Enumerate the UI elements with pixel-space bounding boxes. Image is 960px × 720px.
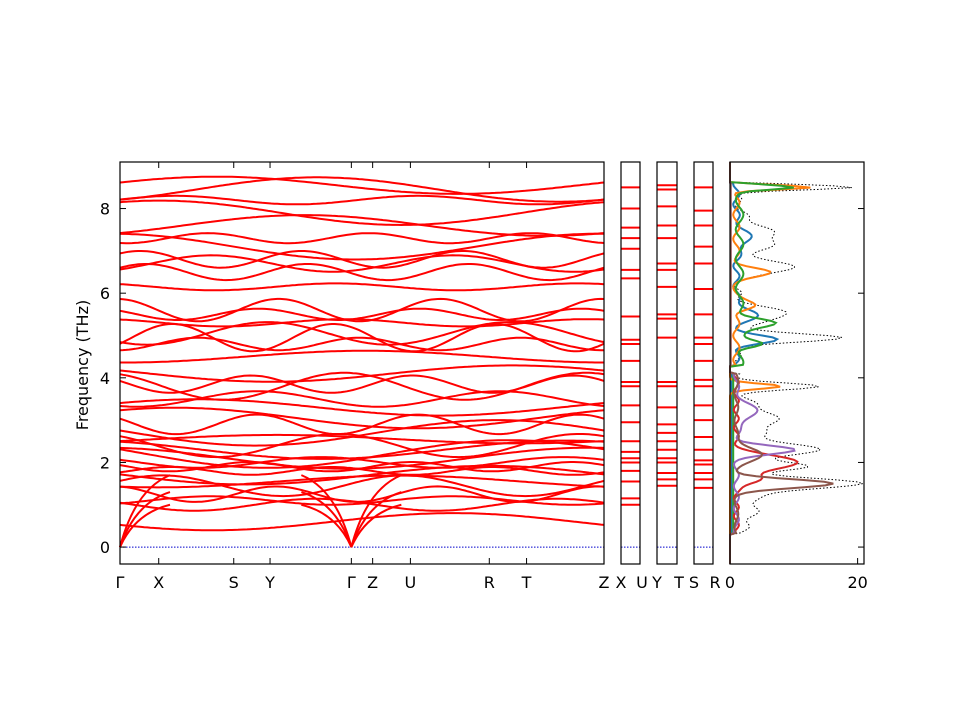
- band-line: [119, 474, 605, 498]
- x-tick-label: U: [405, 573, 417, 592]
- dos-partial-line: [729, 162, 834, 564]
- band-line: [119, 485, 605, 503]
- band-line: [119, 199, 605, 227]
- band-line: [119, 318, 605, 328]
- band-line: [119, 413, 605, 436]
- panel-frame: [656, 161, 678, 565]
- band-line: [119, 214, 605, 237]
- band-line: [119, 263, 605, 282]
- acoustic-branch: [350, 474, 402, 548]
- band-line: [119, 364, 605, 383]
- x-tick-label: R: [484, 573, 495, 592]
- x-tick-label: T: [673, 573, 684, 592]
- band-line: [119, 176, 605, 203]
- x-tick-label: Z: [599, 573, 610, 592]
- dos-total-line: [729, 162, 863, 564]
- x-tick-label: Z: [367, 573, 378, 592]
- dos-x-tick-label: 0: [725, 573, 735, 592]
- band-line: [119, 282, 605, 292]
- band-line: [119, 194, 605, 206]
- acoustic-branch: [119, 474, 171, 548]
- band-line: [119, 406, 605, 430]
- y-tick-label: 0: [100, 538, 110, 557]
- dos-partial-line: [729, 162, 811, 564]
- y-axis-label: Frequency (THz): [73, 300, 92, 430]
- x-tick-label: R: [709, 573, 720, 592]
- dos-panel: 0 20: [725, 161, 868, 592]
- y-axis: 0 2 4 6 8: [100, 200, 126, 557]
- panel-frame: [620, 161, 641, 565]
- band-line: [119, 232, 605, 245]
- x-tick-label: T: [521, 573, 532, 592]
- dos-partial-line: [729, 162, 794, 564]
- band-line: [119, 390, 605, 408]
- y-tick-label: 2: [100, 453, 110, 472]
- y-tick-label: 4: [100, 369, 110, 388]
- band-line: [119, 232, 604, 261]
- dos-x-tick-label: 20: [847, 573, 867, 592]
- dos-frame: [729, 161, 865, 565]
- band-line: [119, 446, 605, 470]
- band-line: [119, 175, 605, 195]
- band-line: [119, 307, 605, 321]
- x-tick-label: U: [636, 573, 648, 592]
- band-line: [119, 374, 605, 394]
- band-line: [119, 322, 605, 353]
- dos-partial-line: [729, 162, 780, 564]
- band-line: [120, 349, 604, 364]
- panel-frame: [119, 161, 605, 565]
- x-tick-label: X: [153, 573, 164, 592]
- band-line: [119, 456, 605, 469]
- x-tick-label: Y: [264, 573, 275, 592]
- band-line: [119, 433, 605, 445]
- x-tick-label: Γ: [116, 573, 125, 592]
- band-line: [119, 439, 605, 460]
- x-tick-label: X: [616, 573, 627, 592]
- panel-frame: [693, 161, 714, 565]
- band-line: [119, 250, 605, 269]
- acoustic-branch: [300, 474, 353, 548]
- x-tick-label: Y: [651, 573, 662, 592]
- y-tick-label: 6: [100, 284, 110, 303]
- band-line: [119, 336, 604, 352]
- band-line: [119, 464, 605, 486]
- x-tick-label: S: [689, 573, 699, 592]
- x-tick-label: Γ: [347, 573, 356, 592]
- band-line: [119, 297, 605, 323]
- x-tick-label: S: [229, 573, 239, 592]
- y-tick-label: 8: [100, 200, 110, 219]
